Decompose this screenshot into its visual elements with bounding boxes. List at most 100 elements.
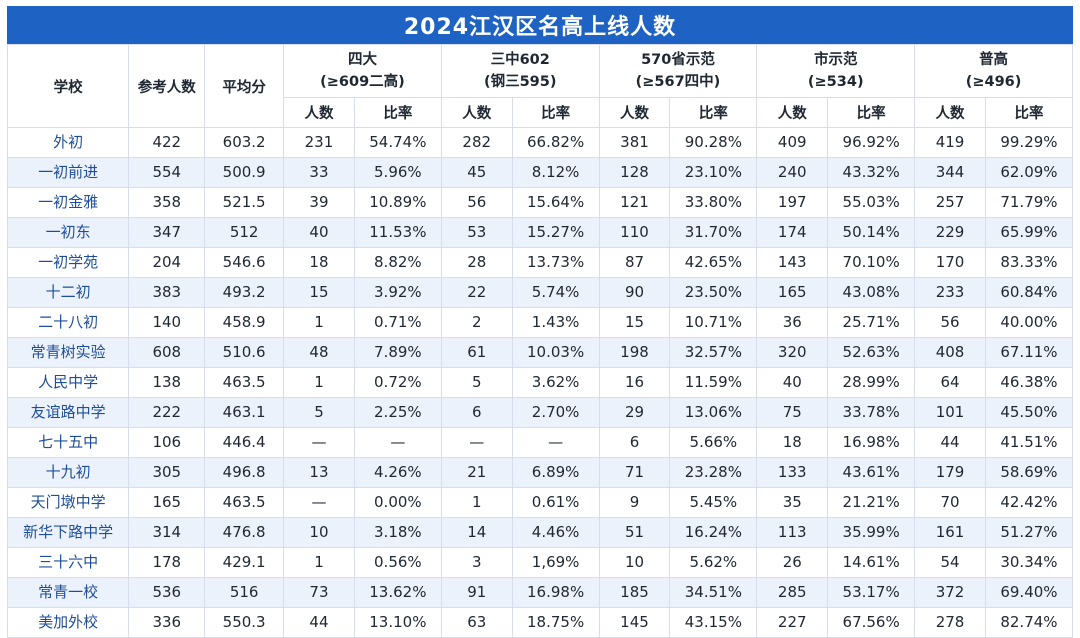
cell-provincial-rate: 90.28% <box>669 127 758 158</box>
cell-general-rate: 82.74% <box>984 607 1074 638</box>
cell-sanzhong-count: 1 <box>440 487 513 518</box>
cell-provincial-count: 198 <box>598 337 671 368</box>
cell-provincial-count: 9 <box>598 487 671 518</box>
cell-provincial-count: 145 <box>598 607 671 638</box>
cell-candidates: 383 <box>128 277 206 308</box>
cell-general-rate: 60.84% <box>984 277 1074 308</box>
cell-sanzhong-rate: 15.27% <box>511 217 600 248</box>
group-threshold: (≥534) <box>807 74 864 90</box>
cell-municipal-rate: 21.21% <box>827 487 916 518</box>
cell-provincial-count: 185 <box>598 577 671 608</box>
cell-sida-count: 18 <box>283 247 355 278</box>
cell-average: 550.3 <box>204 607 285 638</box>
cell-sida-rate: 8.82% <box>353 247 442 278</box>
cell-candidates: 336 <box>128 607 206 638</box>
cell-general-rate: 42.42% <box>984 487 1074 518</box>
cell-sida-rate: 4.26% <box>353 457 442 488</box>
table-row: 人民中学 138 463.5 1 0.72% 5 3.62% 16 11.59% 40 28.99%… <box>6 367 1074 398</box>
cell-provincial-rate: 23.28% <box>669 457 758 488</box>
cell-general-rate: 83.33% <box>984 247 1074 278</box>
cell-candidates: 140 <box>128 307 206 338</box>
cell-general-count: 101 <box>914 397 986 428</box>
cell-general-count: 278 <box>914 607 986 638</box>
cell-sanzhong-count: 14 <box>440 517 513 548</box>
cell-provincial-rate: 31.70% <box>669 217 758 248</box>
cell-municipal-count: 133 <box>756 457 829 488</box>
cell-municipal-rate: 28.99% <box>827 367 916 398</box>
cell-candidates: 222 <box>128 397 206 428</box>
cell-candidates: 554 <box>128 157 206 188</box>
cell-general-count: 64 <box>914 367 986 398</box>
table-row: 常青一校 536 516 73 13.62% 91 16.98% 185 34.51% 285 53… <box>6 577 1074 608</box>
cell-sanzhong-count: 28 <box>440 247 513 278</box>
cell-general-rate: 65.99% <box>984 217 1074 248</box>
cell-candidates: 305 <box>128 457 206 488</box>
cell-sida-rate: 5.96% <box>353 157 442 188</box>
cell-general-count: 161 <box>914 517 986 548</box>
cell-provincial-count: 110 <box>598 217 671 248</box>
cell-municipal-count: 18 <box>756 427 829 458</box>
cell-school: 一初前进 <box>6 157 130 188</box>
cell-school: 常青树实验 <box>6 337 130 368</box>
cell-sida-count: 15 <box>283 277 355 308</box>
cell-sida-rate: 0.00% <box>353 487 442 518</box>
cell-sida-rate: 2.25% <box>353 397 442 428</box>
cell-general-count: 408 <box>914 337 986 368</box>
cell-provincial-count: 381 <box>598 127 671 158</box>
cell-candidates: 314 <box>128 517 206 548</box>
cell-candidates: 204 <box>128 247 206 278</box>
cell-candidates: 347 <box>128 217 206 248</box>
cell-municipal-count: 285 <box>756 577 829 608</box>
cell-average: 516 <box>204 577 285 608</box>
cell-sanzhong-rate: 8.12% <box>511 157 600 188</box>
header-rate: 比率 <box>511 97 600 128</box>
cell-sanzhong-count: 21 <box>440 457 513 488</box>
cell-average: 521.5 <box>204 187 285 218</box>
header-candidates: 参考人数 <box>128 44 206 128</box>
cell-provincial-rate: 5.62% <box>669 547 758 578</box>
cell-sida-rate: 7.89% <box>353 337 442 368</box>
cell-average: 510.6 <box>204 337 285 368</box>
cell-provincial-count: 15 <box>598 307 671 338</box>
cell-provincial-rate: 23.50% <box>669 277 758 308</box>
cell-sida-rate: 0.71% <box>353 307 442 338</box>
header-rate: 比率 <box>669 97 758 128</box>
header-rate: 比率 <box>353 97 442 128</box>
cell-sanzhong-count: 91 <box>440 577 513 608</box>
cell-average: 546.6 <box>204 247 285 278</box>
cell-municipal-count: 75 <box>756 397 829 428</box>
cell-average: 496.8 <box>204 457 285 488</box>
header-count: 人数 <box>598 97 671 128</box>
cell-sanzhong-count: — <box>440 427 513 458</box>
cell-average: 463.1 <box>204 397 285 428</box>
cell-sida-rate: 13.10% <box>353 607 442 638</box>
cell-average: 493.2 <box>204 277 285 308</box>
cell-provincial-rate: 42.65% <box>669 247 758 278</box>
cell-sida-rate: 54.74% <box>353 127 442 158</box>
group-name: 三中602 <box>490 52 550 68</box>
cell-candidates: 106 <box>128 427 206 458</box>
cell-sanzhong-rate: 1,69% <box>511 547 600 578</box>
cell-sanzhong-count: 2 <box>440 307 513 338</box>
cell-general-count: 233 <box>914 277 986 308</box>
cell-school: 人民中学 <box>6 367 130 398</box>
cell-average: 463.5 <box>204 367 285 398</box>
cell-provincial-rate: 43.15% <box>669 607 758 638</box>
group-name: 四大 <box>347 52 377 68</box>
cell-general-rate: 71.79% <box>984 187 1074 218</box>
cell-sanzhong-count: 56 <box>440 187 513 218</box>
cell-sanzhong-rate: 3.62% <box>511 367 600 398</box>
cell-municipal-rate: 25.71% <box>827 307 916 338</box>
cell-sanzhong-rate: 15.64% <box>511 187 600 218</box>
cell-sanzhong-count: 5 <box>440 367 513 398</box>
header-count: 人数 <box>283 97 355 128</box>
cell-sida-count: 5 <box>283 397 355 428</box>
cell-municipal-count: 227 <box>756 607 829 638</box>
cell-municipal-count: 409 <box>756 127 829 158</box>
cell-sida-count: 48 <box>283 337 355 368</box>
header-rate: 比率 <box>827 97 916 128</box>
cell-school: 常青一校 <box>6 577 130 608</box>
cell-municipal-count: 143 <box>756 247 829 278</box>
cell-school: 天门墩中学 <box>6 487 130 518</box>
cell-general-count: 179 <box>914 457 986 488</box>
